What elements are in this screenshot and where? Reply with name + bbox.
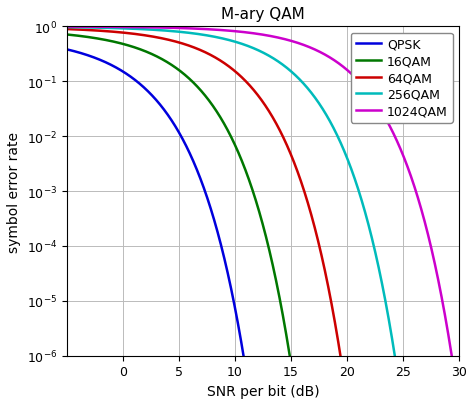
256QAM: [323, 113, 329, 118]
256QAM: [305, 86, 310, 91]
1024QAM: [323, 54, 329, 59]
Line: QPSK: QPSK: [55, 48, 474, 405]
256QAM: [74, 26, 80, 31]
Line: 256QAM: 256QAM: [55, 28, 474, 405]
1024QAM: [368, 94, 374, 99]
256QAM: [391, 349, 397, 354]
Line: 16QAM: 16QAM: [55, 34, 474, 405]
Y-axis label: symbol error rate: symbol error rate: [7, 131, 21, 252]
256QAM: [53, 26, 58, 30]
Title: M-ary QAM: M-ary QAM: [221, 7, 305, 22]
Legend: QPSK, 16QAM, 64QAM, 256QAM, 1024QAM: QPSK, 16QAM, 64QAM, 256QAM, 1024QAM: [351, 34, 453, 123]
16QAM: [53, 32, 58, 37]
1024QAM: [305, 45, 310, 50]
Line: 1024QAM: 1024QAM: [55, 28, 474, 405]
256QAM: [207, 34, 212, 39]
X-axis label: SNR per bit (dB): SNR per bit (dB): [207, 384, 319, 398]
QPSK: [207, 203, 212, 208]
64QAM: [305, 200, 310, 205]
64QAM: [53, 27, 58, 32]
QPSK: [74, 50, 80, 55]
QPSK: [53, 45, 58, 50]
1024QAM: [53, 25, 58, 30]
64QAM: [323, 274, 329, 279]
64QAM: [74, 28, 80, 33]
16QAM: [207, 100, 212, 104]
Line: 64QAM: 64QAM: [55, 30, 474, 405]
1024QAM: [74, 25, 80, 30]
1024QAM: [391, 133, 397, 138]
256QAM: [368, 234, 374, 239]
1024QAM: [207, 28, 212, 33]
64QAM: [207, 53, 212, 58]
16QAM: [74, 34, 80, 39]
